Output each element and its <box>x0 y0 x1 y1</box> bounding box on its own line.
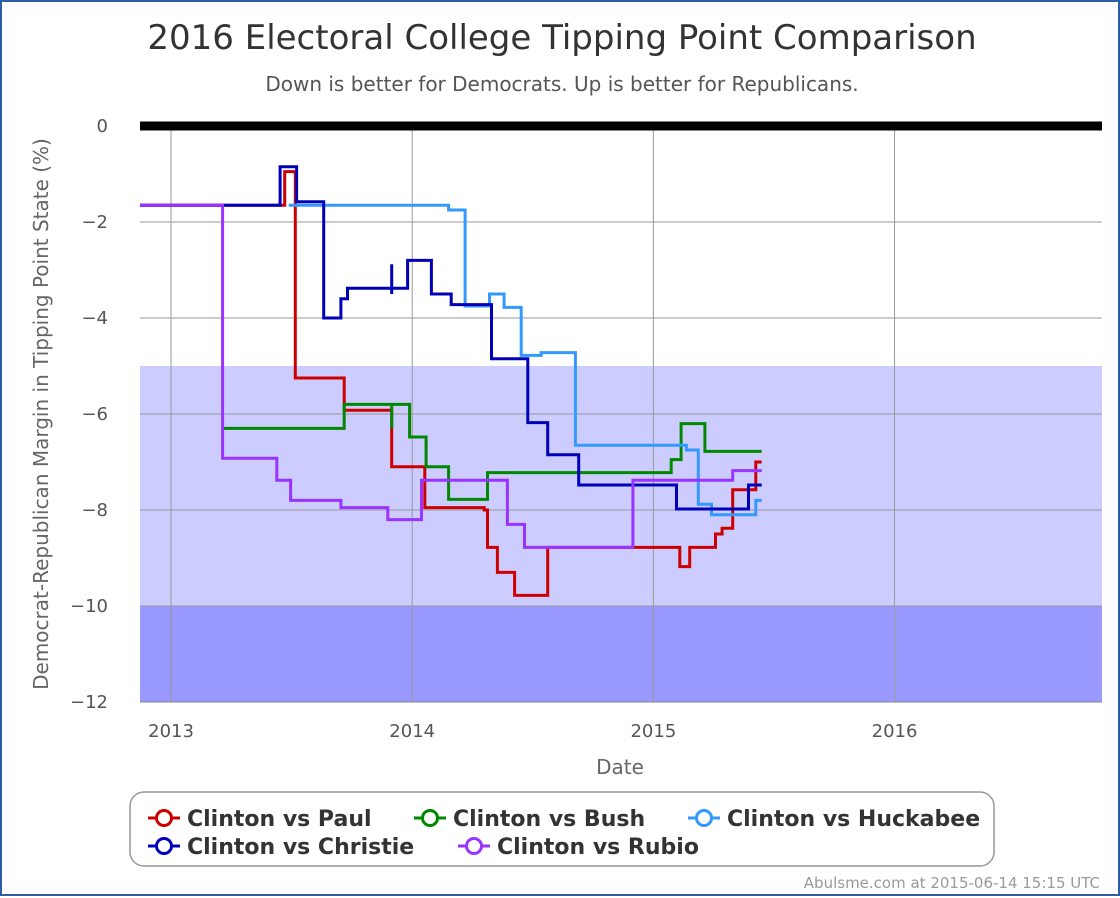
legend-label: Clinton vs Paul <box>187 807 372 832</box>
legend-box <box>129 791 995 867</box>
series-line-5 <box>140 203 762 549</box>
y-tick-label: −6 <box>81 404 108 425</box>
y-tick-label: −10 <box>70 596 108 617</box>
y-axis-title: Democrat-Republican Margin in Tipping Po… <box>29 138 53 690</box>
band-dark <box>140 606 1102 702</box>
x-tick-label: 2015 <box>630 721 676 742</box>
y-tick-label: −2 <box>81 212 108 233</box>
y-tick-label: −4 <box>81 308 108 329</box>
legend-label: Clinton vs Christie <box>187 835 414 860</box>
legend-marker <box>155 809 173 827</box>
series-line-1 <box>140 170 762 597</box>
legend: Clinton vs Paul Clinton vs Bush Clinton vs… <box>148 807 980 860</box>
legend-label: Clinton vs Huckabee <box>727 807 980 832</box>
legend-marker <box>421 809 439 827</box>
x-tick-labels: 2013 2014 2015 2016 <box>148 721 917 742</box>
legend-label: Clinton vs Rubio <box>497 835 699 860</box>
chart-title: 2016 Electoral College Tipping Point Com… <box>147 18 976 58</box>
chart-subtitle: Down is better for Democrats. Up is bett… <box>265 72 858 96</box>
legend-marker <box>465 837 483 855</box>
legend-marker <box>695 809 713 827</box>
y-tick-label: −12 <box>70 692 108 713</box>
x-axis-title: Date <box>596 755 644 779</box>
series-line-2 <box>222 402 762 501</box>
x-tick-label: 2013 <box>148 721 194 742</box>
y-tick-label: 0 <box>97 116 108 137</box>
y-tick-label: −8 <box>81 500 108 521</box>
y-tick-labels: 0 −2 −4 −6 −8 −10 −12 <box>70 116 108 713</box>
x-tick-label: 2014 <box>389 721 435 742</box>
credit: Abulsme.com at 2015-06-14 15:15 UTC <box>804 874 1100 892</box>
series-lines <box>140 165 762 597</box>
legend-marker <box>155 837 173 855</box>
x-tick-label: 2016 <box>872 721 918 742</box>
grid <box>140 125 1102 703</box>
series-line-3 <box>288 203 762 517</box>
legend-label: Clinton vs Bush <box>453 807 645 832</box>
series-line-4 <box>140 165 762 511</box>
